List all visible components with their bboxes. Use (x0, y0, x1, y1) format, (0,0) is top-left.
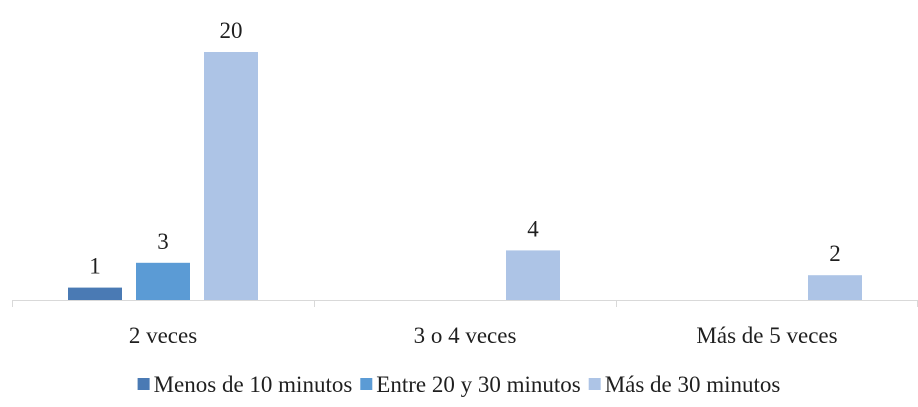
legend: Menos de 10 minutos Entre 20 y 30 minutos… (137, 372, 781, 397)
legend-label: Menos de 10 minutos (154, 372, 353, 397)
bar-1-2 (136, 262, 190, 300)
legend-item: Entre 20 y 30 minutos (360, 372, 581, 397)
x-tick-label: Más de 5 veces (696, 323, 837, 348)
legend-swatch (360, 378, 373, 390)
x-tick-label: 2 veces (129, 323, 197, 348)
bar-1-1 (68, 287, 122, 300)
x-axis-tick-labels: 2 veces 3 o 4 veces Más de 5 veces (129, 323, 838, 348)
legend-swatch (588, 378, 601, 390)
data-label: 2 (829, 241, 841, 266)
legend-label: Más de 30 minutos (605, 372, 781, 397)
legend-swatch (137, 378, 150, 390)
bar-1-3 (204, 52, 258, 300)
legend-item: Menos de 10 minutos (137, 372, 353, 397)
data-label: 4 (527, 216, 539, 241)
legend-label: Entre 20 y 30 minutos (376, 372, 580, 397)
x-axis-ticks (12, 300, 918, 307)
x-tick-label: 3 o 4 veces (414, 323, 517, 348)
bars-layer (68, 52, 862, 300)
data-label: 20 (220, 18, 243, 43)
data-labels-layer: 1 3 20 4 2 (89, 18, 841, 279)
legend-item: Más de 30 minutos (588, 372, 781, 397)
bar-3-3 (808, 275, 862, 300)
data-label: 1 (89, 254, 101, 279)
data-label: 3 (157, 229, 169, 254)
bar-2-3 (506, 250, 560, 300)
